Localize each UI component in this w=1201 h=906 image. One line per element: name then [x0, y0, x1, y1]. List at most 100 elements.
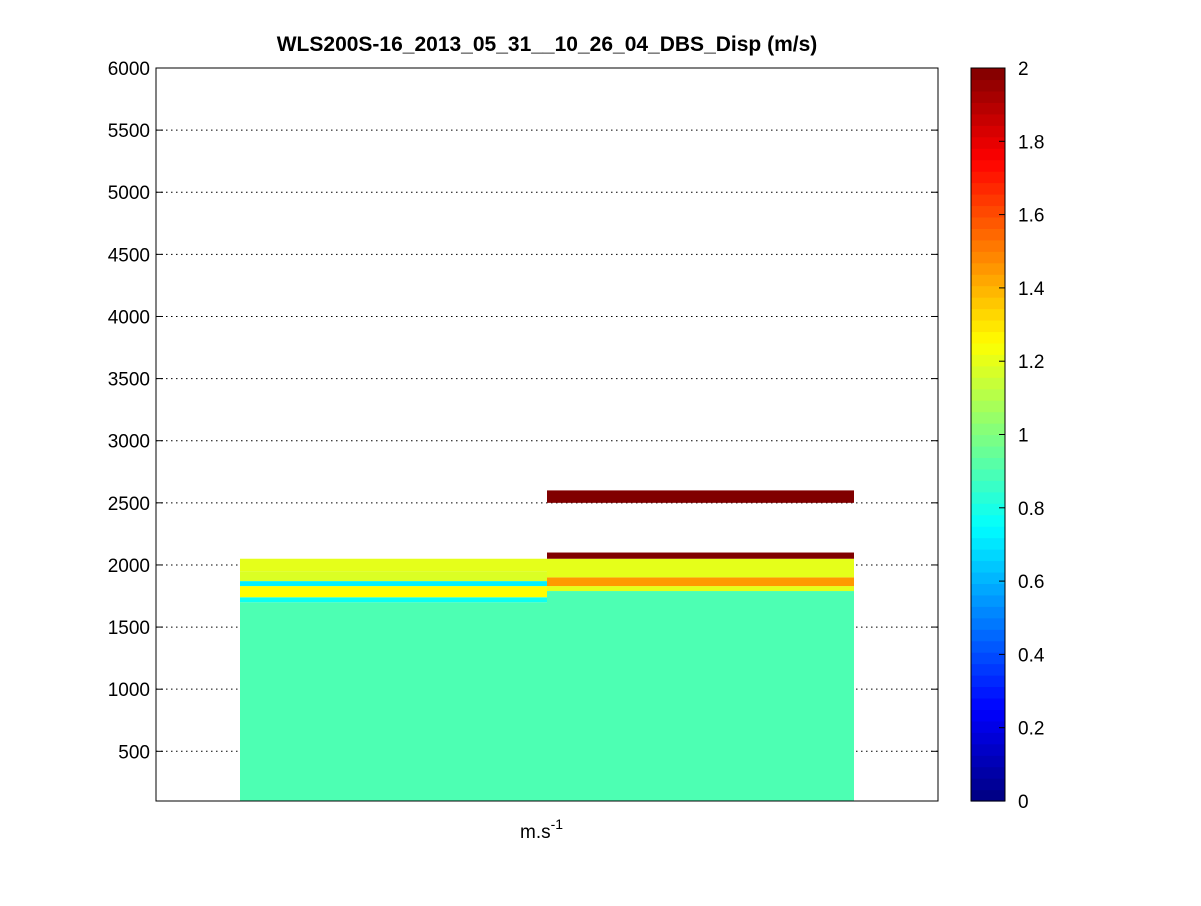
colorbar-segment [971, 537, 1005, 550]
colorbar-tick-label: 1.4 [1018, 279, 1045, 300]
plot-area-frame [155, 67, 939, 802]
colorbar-segment [971, 297, 1005, 310]
colorbar-tick-label: 1.2 [1018, 352, 1044, 373]
colorbar-segment [971, 652, 1005, 665]
y-tick-label: 6000 [108, 59, 150, 80]
y-tick-label: 4500 [108, 245, 150, 266]
colorbar-segment [971, 549, 1005, 562]
colorbar-segment [971, 491, 1005, 504]
colorbar-segment [971, 377, 1005, 390]
heatmap-cell [240, 581, 547, 587]
colorbar-segment [971, 503, 1005, 516]
colorbar-segment [971, 251, 1005, 264]
heatmap-cell [547, 591, 854, 801]
colorbar-tick-label: 2 [1018, 59, 1029, 80]
colorbar-segment [971, 411, 1005, 424]
y-tick-label: 2000 [108, 556, 150, 577]
x-axis-label: m.s-1 [520, 816, 563, 843]
colorbar-segment [971, 285, 1005, 298]
colorbar-segment [971, 468, 1005, 481]
heatmap-cell [240, 571, 547, 582]
colorbar-segment [971, 125, 1005, 138]
colorbar-segment [971, 594, 1005, 607]
heatmap-cell [240, 558, 547, 572]
colorbar-segment [971, 102, 1005, 115]
colorbar-segment [971, 766, 1005, 779]
colorbar-segment [971, 193, 1005, 207]
colorbar-segment [971, 342, 1005, 355]
y-tick-label: 3500 [108, 370, 150, 391]
colorbar-segment [971, 262, 1005, 275]
colorbar-segment [971, 583, 1005, 596]
y-tick-label: 500 [118, 742, 150, 763]
colorbar-segment [971, 205, 1005, 218]
heatmap-cell [240, 586, 547, 598]
colorbar-segment [971, 606, 1005, 619]
y-tick-label: 5000 [108, 183, 150, 204]
heatmap-cell [547, 577, 854, 587]
colorbar-segment [971, 697, 1005, 710]
colorbar-segment [971, 743, 1005, 756]
heatmap-cell [547, 552, 854, 559]
y-tick-label: 3000 [108, 432, 150, 453]
colorbar-segment [971, 640, 1005, 653]
colorbar-segment [971, 663, 1005, 676]
colorbar-gradient [971, 68, 1005, 802]
colorbar-segment [971, 90, 1005, 103]
heatmap-cell [240, 602, 547, 801]
colorbar-segment [971, 113, 1005, 126]
colorbar-segment [971, 560, 1005, 573]
colorbar-segment [971, 216, 1005, 229]
colorbar-segment [971, 274, 1005, 287]
colorbar-tick-label: 1 [1018, 426, 1029, 447]
colorbar-segment [971, 423, 1005, 436]
colorbar-segment [971, 571, 1005, 584]
colorbar-tick-label: 1.6 [1018, 206, 1044, 227]
data-cells [240, 490, 854, 801]
colorbar-segment [971, 720, 1005, 733]
colorbar-segment [971, 148, 1005, 161]
colorbar-segment [971, 629, 1005, 642]
colorbar-segment [971, 732, 1005, 745]
y-tick-label: 1500 [108, 618, 150, 639]
colorbar-segment [971, 239, 1005, 252]
colorbar-segment [971, 79, 1005, 92]
colorbar-segment [971, 388, 1005, 401]
colorbar-tick-label: 0.6 [1018, 572, 1044, 593]
chart-title: WLS200S-16_2013_05_31__10_26_04_DBS_Disp… [277, 33, 818, 56]
colorbar-segment [971, 686, 1005, 699]
heatmap-cell [547, 586, 854, 592]
colorbar-segment [971, 445, 1005, 459]
colorbar-tick-label: 0.2 [1018, 719, 1044, 740]
colorbar-segment [971, 228, 1005, 241]
colorbar-segment [971, 709, 1005, 722]
colorbar-segment [971, 434, 1005, 447]
colorbar-segment [971, 365, 1005, 378]
colorbar-segment [971, 319, 1005, 333]
y-tick-label: 1000 [108, 680, 150, 701]
colorbar-segment [971, 514, 1005, 527]
colorbar-segment [971, 159, 1005, 172]
y-tick-label: 4000 [108, 307, 150, 328]
colorbar-segment [971, 331, 1005, 344]
x-axis-label-base: m.s [520, 822, 551, 843]
y-tick-label: 5500 [108, 121, 150, 142]
colorbar-segment [971, 526, 1005, 539]
colorbar-tick-label: 0 [1018, 792, 1029, 813]
colorbar-segment [971, 617, 1005, 630]
colorbar-tick-label: 0.8 [1018, 499, 1044, 520]
colorbar-segment [971, 400, 1005, 413]
colorbar-segment [971, 68, 1005, 81]
colorbar-segment [971, 171, 1005, 184]
colorbar-tick-label: 1.8 [1018, 132, 1044, 153]
colorbar-tick-label: 0.4 [1018, 645, 1045, 666]
heatmap-cell [240, 597, 547, 603]
heatmap-cell [547, 558, 854, 578]
y-tick-label: 2500 [108, 494, 150, 515]
colorbar-segment [971, 480, 1005, 493]
colorbar-segment [971, 354, 1005, 367]
heatmap-cell [547, 490, 854, 503]
colorbar-segment [971, 778, 1005, 791]
